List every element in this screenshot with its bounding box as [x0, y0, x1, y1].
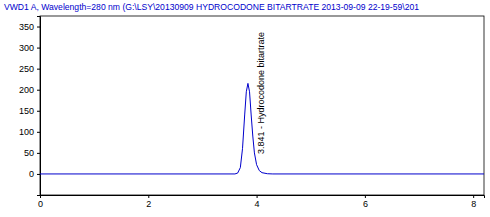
y-tick: 150: [19, 106, 40, 116]
title: VWD1 A, Wavelength=280 nm (G:\LSY\201309…: [4, 2, 419, 12]
y-tick-mark: [37, 174, 40, 175]
x-tick-mark: [473, 195, 474, 198]
y-tick-mark: [37, 69, 40, 70]
y-tick-label: 150: [19, 106, 34, 116]
y-tick-mark: [37, 111, 40, 112]
chart: VWD1 A, Wavelength=280 nm (G:\LSY\201309…: [0, 0, 490, 217]
y-tick-mark: [37, 27, 40, 28]
y-tick: 100: [19, 127, 40, 137]
x-tick-label: 0: [38, 199, 43, 209]
y-tick-label: 350: [19, 22, 34, 32]
y-tick-label: 0: [29, 169, 34, 179]
x-tick-mark: [148, 195, 149, 198]
x-tick-label: 4: [255, 199, 260, 209]
y-tick: 250: [19, 64, 40, 74]
x-axis-line: [41, 196, 485, 199]
y-tick-label: 200: [19, 85, 34, 95]
x-tick: 0: [38, 195, 43, 209]
x-tick: 2: [146, 195, 151, 209]
y-tick-mark: [37, 153, 40, 154]
x-tick-label: 8: [471, 199, 476, 209]
y-tick-mark: [37, 90, 40, 91]
y-axis: 0 50 100 150 200 250 300 350: [19, 17, 41, 196]
x-axis: 0 2 4 6 8: [38, 195, 485, 209]
x-tick-label: 6: [363, 199, 368, 209]
x-tick: 4: [255, 195, 260, 209]
y-tick-label: 50: [24, 148, 34, 158]
x-tick-mark: [257, 195, 258, 198]
x-tick-mark: [365, 195, 366, 198]
y-tick: 50: [24, 148, 40, 158]
x-tick: 6: [363, 195, 368, 209]
y-axis-line: [37, 17, 41, 196]
frame: [40, 16, 484, 195]
y-tick: 0: [29, 169, 40, 179]
y-tick-label: 100: [19, 127, 34, 137]
y-tick: 350: [19, 22, 40, 32]
y-tick: 300: [19, 43, 40, 53]
x-tick-label: 2: [146, 199, 151, 209]
y-tick: 200: [19, 85, 40, 95]
y-tick-mark: [37, 48, 40, 49]
peak-label: 3.841 - Hydrocodone bitartrate: [256, 32, 266, 154]
y-tick-label: 250: [19, 64, 34, 74]
x-tick: 8: [471, 195, 476, 209]
y-tick-mark: [37, 132, 40, 133]
y-tick-label: 300: [19, 43, 34, 53]
plot: 0 2 4 6 8 0 50 100 150 200 250 300 350 3.841 - Hydroc…: [19, 16, 485, 209]
